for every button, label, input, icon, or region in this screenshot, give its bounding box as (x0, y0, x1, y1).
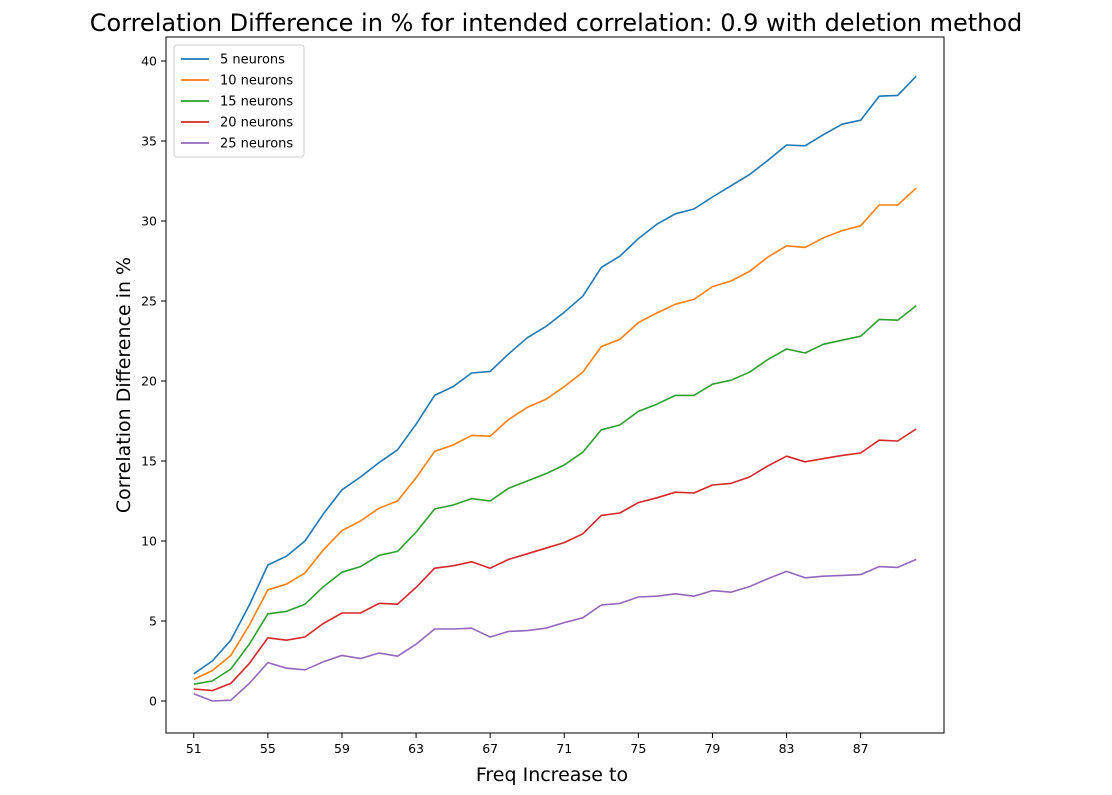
x-axis-label: Freq Increase to (476, 764, 628, 786)
legend-label: 25 neurons (220, 137, 293, 152)
x-tick-label: 63 (408, 741, 424, 756)
x-tick-label: 59 (334, 741, 350, 756)
legend: 5 neurons 10 neurons 15 neurons 20 neurons 2… (173, 44, 305, 158)
legend-label: 15 neurons (220, 95, 293, 110)
series-line-2 (193, 187, 917, 681)
legend-box (173, 44, 305, 158)
series-line-3 (193, 305, 917, 685)
y-tick-label: 10 (141, 534, 157, 549)
y-tick-label: 20 (141, 374, 157, 389)
x-tick-label: 83 (779, 741, 795, 756)
series-line-5 (193, 558, 917, 702)
x-tick-label: 75 (630, 741, 646, 756)
y-tick-label: 35 (141, 134, 157, 149)
x-tick-label: 51 (186, 741, 202, 756)
legend-label: 20 neurons (220, 116, 293, 131)
y-tick-label: 30 (141, 214, 157, 229)
y-axis-ticks: 0 5 10 15 20 25 30 35 40 (141, 54, 166, 709)
y-axis-label: Correlation Difference in % (113, 257, 135, 513)
legend-label: 10 neurons (220, 74, 293, 89)
x-tick-label: 67 (482, 741, 498, 756)
y-tick-label: 25 (141, 294, 157, 309)
x-axis-ticks: 51 55 59 63 67 71 75 79 83 87 (186, 733, 869, 756)
x-tick-label: 55 (260, 741, 276, 756)
series-line-1 (193, 75, 917, 675)
x-tick-label: 87 (853, 741, 869, 756)
legend-label: 5 neurons (220, 53, 285, 68)
x-tick-label: 71 (556, 741, 572, 756)
series-layer (193, 75, 917, 702)
chart-title: Correlation Difference in % for intended… (90, 9, 1023, 37)
y-tick-label: 15 (141, 454, 157, 469)
y-tick-label: 5 (149, 614, 157, 629)
y-tick-label: 0 (149, 694, 157, 709)
series-line-4 (193, 428, 917, 692)
y-tick-label: 40 (141, 54, 157, 69)
x-tick-label: 79 (704, 741, 720, 756)
